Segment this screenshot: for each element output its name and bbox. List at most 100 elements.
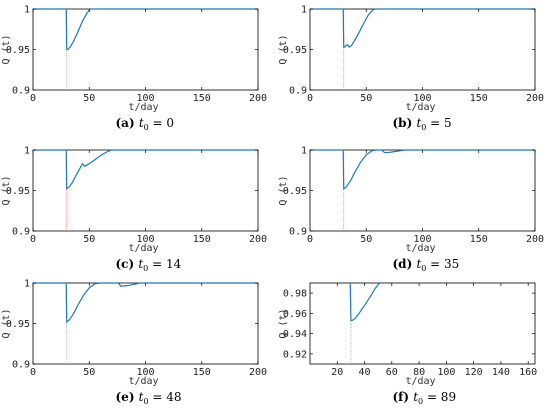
caption-value: = 89: [423, 390, 456, 404]
x-tick-label: 150: [193, 93, 211, 104]
y-tick-label: 1: [24, 146, 30, 157]
x-tick-label: 0: [30, 234, 36, 245]
caption-letter: (f): [393, 390, 414, 404]
caption-subscript: 0: [421, 264, 426, 273]
y-axis-label: Q (t): [1, 308, 12, 338]
x-tick-label: 200: [249, 234, 267, 245]
y-tick-label: 0.9: [289, 86, 307, 97]
y-axis-label: Q (t): [278, 175, 289, 205]
caption-letter: (c): [116, 257, 139, 271]
x-axis-label: t/day: [405, 243, 435, 254]
x-tick-label: 50: [83, 93, 95, 104]
series-line: [33, 282, 258, 324]
x-tick-label: 50: [360, 93, 372, 104]
x-tick-label: 80: [413, 367, 425, 378]
x-tick-label: 50: [360, 234, 372, 245]
caption-symbol: t: [416, 257, 421, 271]
caption-value: = 14: [148, 257, 181, 271]
y-tick-label: 0.9: [289, 227, 307, 238]
x-tick-label: 160: [519, 367, 537, 378]
x-tick-label: 150: [470, 93, 488, 104]
x-tick-label: 0: [30, 93, 36, 104]
x-tick-label: 50: [83, 234, 95, 245]
x-tick-label: 0: [307, 234, 313, 245]
caption-value: = 48: [149, 390, 182, 404]
y-tick-label: 0.9: [12, 360, 30, 371]
series-line: [33, 8, 258, 51]
panel-f: 20 40 60 80 100 120 140 160 0.92 0.94 0.96 0.98 t/da…: [278, 282, 537, 406]
panel-caption: (c) t0 = 14: [116, 257, 182, 273]
caption-subscript: 0: [144, 123, 149, 132]
caption-letter: (b): [393, 116, 417, 130]
caption-symbol: t: [413, 390, 418, 404]
x-tick-label: 50: [83, 367, 95, 378]
caption-subscript: 0: [421, 123, 426, 132]
x-tick-label: 60: [386, 367, 398, 378]
caption-value: = 0: [149, 116, 174, 130]
panel-caption: (d) t0 = 35: [393, 257, 460, 273]
panel-caption: (b) t0 = 5: [393, 116, 452, 132]
x-tick-label: 100: [437, 367, 455, 378]
caption-letter: (d): [393, 257, 417, 271]
series-line: [349, 282, 381, 322]
x-tick-label: 150: [470, 234, 488, 245]
x-axis-label: t/day: [405, 102, 435, 113]
caption-subscript: 0: [144, 397, 149, 406]
x-tick-label: 100: [413, 93, 431, 104]
y-tick-label: 0.94: [283, 329, 307, 340]
panel-caption: (a) t0 = 0: [116, 116, 175, 132]
series-line: [33, 149, 258, 191]
caption-value: = 35: [426, 257, 459, 271]
y-tick-label: 0.9: [12, 86, 30, 97]
x-tick-label: 100: [413, 234, 431, 245]
series-line: [310, 8, 535, 48]
caption-symbol: t: [138, 257, 143, 271]
caption-subscript: 0: [143, 264, 148, 273]
y-axis-label: Q (t): [278, 308, 289, 338]
x-axis-label: t/day: [405, 376, 435, 387]
y-tick-label: 0.98: [283, 289, 307, 300]
caption-subscript: 0: [418, 397, 423, 406]
x-axis-label: t/day: [128, 102, 158, 113]
y-tick-label: 0.9: [12, 227, 30, 238]
plot-frame: [309, 282, 536, 365]
caption-letter: (e): [116, 390, 139, 404]
y-tick-label: 0.92: [283, 349, 307, 360]
caption-symbol: t: [139, 116, 144, 130]
x-tick-label: 140: [492, 367, 510, 378]
y-tick-label: 0.95: [6, 319, 30, 330]
x-tick-label: 20: [331, 367, 343, 378]
x-tick-label: 100: [136, 234, 154, 245]
x-axis-label: t/day: [128, 376, 158, 387]
x-tick-label: 120: [465, 367, 483, 378]
y-axis-label: Q (t): [1, 175, 12, 205]
y-tick-label: 0.95: [6, 45, 30, 56]
y-tick-label: 0.96: [283, 309, 307, 320]
caption-value: = 5: [426, 116, 451, 130]
y-tick-label: 1: [301, 146, 307, 157]
y-tick-label: 0.95: [283, 186, 307, 197]
series-line: [310, 149, 535, 191]
x-tick-label: 0: [307, 93, 313, 104]
y-tick-label: 1: [301, 5, 307, 16]
x-tick-label: 100: [136, 93, 154, 104]
y-tick-label: 0.95: [6, 186, 30, 197]
y-tick-label: 0.95: [283, 45, 307, 56]
caption-symbol: t: [139, 390, 144, 404]
x-axis-label: t/day: [128, 243, 158, 254]
y-axis-label: Q (t): [1, 34, 12, 64]
caption-letter: (a): [116, 116, 139, 130]
x-tick-label: 40: [359, 367, 371, 378]
y-tick-label: 1: [24, 279, 30, 290]
x-tick-label: 200: [249, 367, 267, 378]
x-tick-label: 200: [526, 93, 544, 104]
x-tick-label: 200: [249, 93, 267, 104]
x-tick-label: 150: [193, 367, 211, 378]
x-tick-label: 150: [193, 234, 211, 245]
